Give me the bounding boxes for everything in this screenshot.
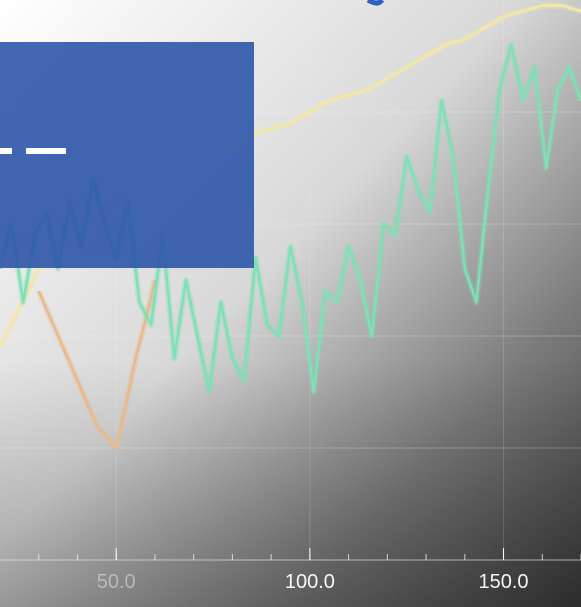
x-tick-label: 150.0	[479, 571, 529, 593]
panel-dash	[0, 148, 12, 154]
title-panel	[0, 42, 254, 268]
x-tick-label: 100.0	[285, 571, 335, 593]
title-arc-fragment	[366, 0, 385, 6]
x-tick-label: 50.0	[97, 571, 136, 593]
series-line	[37, 279, 157, 450]
panel-dash	[26, 148, 66, 154]
x-axis: 50.0 100.0 150.0	[0, 548, 581, 593]
plot-shade	[0, 360, 581, 607]
